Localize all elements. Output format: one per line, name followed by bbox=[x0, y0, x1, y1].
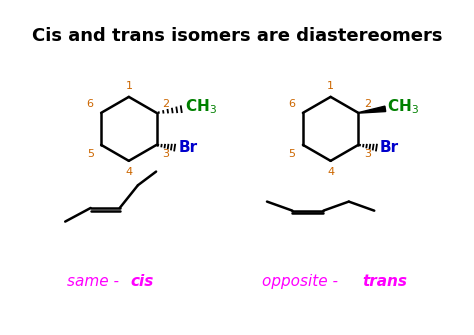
Text: 1: 1 bbox=[125, 81, 132, 91]
Text: 6: 6 bbox=[87, 99, 94, 109]
Text: 1: 1 bbox=[327, 81, 334, 91]
Text: 2: 2 bbox=[162, 99, 169, 109]
Text: 6: 6 bbox=[289, 99, 295, 109]
Text: Br: Br bbox=[178, 140, 197, 155]
Text: Cis and trans isomers are diastereomers: Cis and trans isomers are diastereomers bbox=[32, 27, 442, 45]
Text: opposite -: opposite - bbox=[263, 274, 343, 289]
Text: same -: same - bbox=[67, 274, 124, 289]
Text: 3: 3 bbox=[364, 149, 371, 159]
Text: CH$_3$: CH$_3$ bbox=[185, 98, 217, 116]
Text: 5: 5 bbox=[87, 149, 94, 159]
Text: 5: 5 bbox=[289, 149, 295, 159]
Text: 3: 3 bbox=[162, 149, 169, 159]
Polygon shape bbox=[358, 106, 386, 113]
Text: trans: trans bbox=[363, 274, 408, 289]
Text: 2: 2 bbox=[364, 99, 371, 109]
Text: Br: Br bbox=[380, 140, 399, 155]
Text: cis: cis bbox=[131, 274, 154, 289]
Text: CH$_3$: CH$_3$ bbox=[387, 98, 419, 116]
Text: 4: 4 bbox=[125, 167, 132, 177]
Text: 4: 4 bbox=[327, 167, 334, 177]
